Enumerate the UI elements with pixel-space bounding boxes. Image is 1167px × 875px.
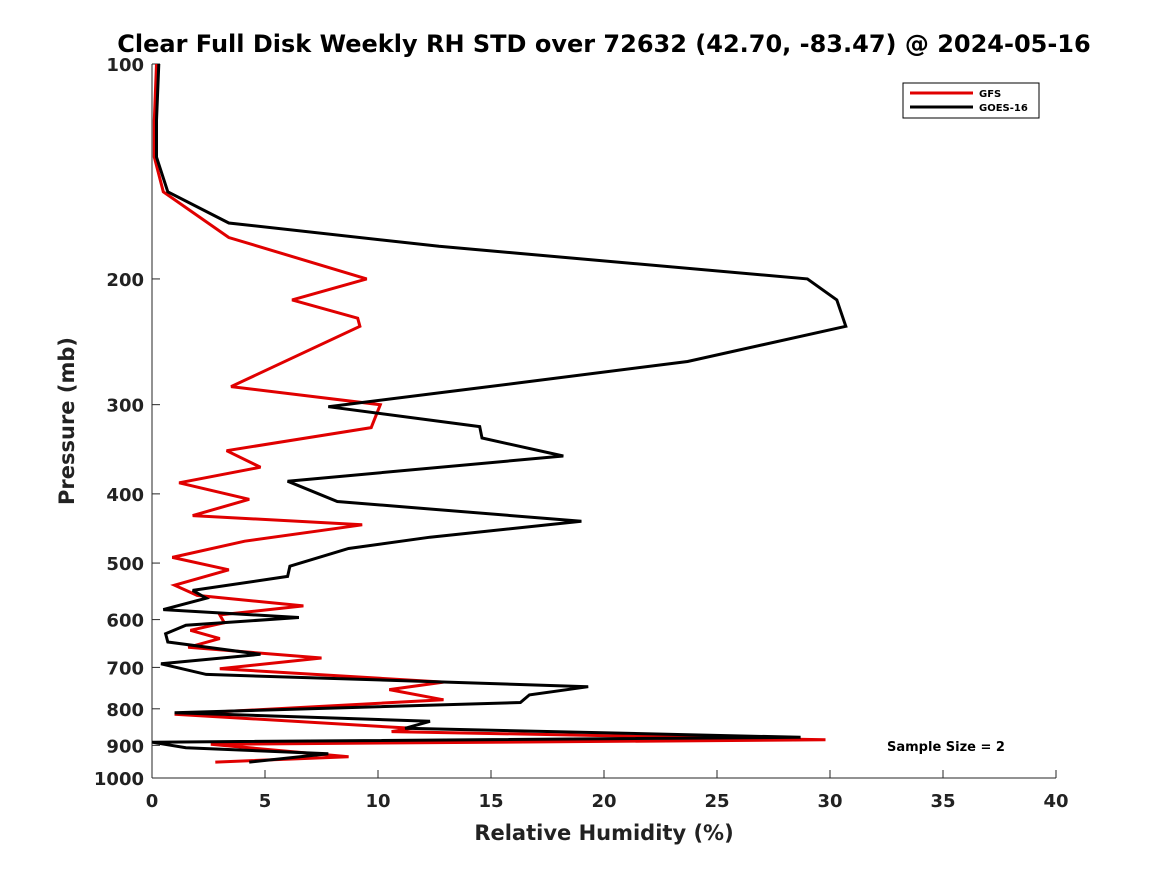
x-tick-label: 20 xyxy=(591,791,616,812)
x-tick-label: 25 xyxy=(704,791,729,812)
x-tick-label: 0 xyxy=(146,791,159,812)
legend-label-goes-16: GOES-16 xyxy=(979,103,1028,114)
y-tick-label: 600 xyxy=(106,611,144,632)
chart-title: Clear Full Disk Weekly RH STD over 72632… xyxy=(117,30,1090,58)
legend-box xyxy=(902,82,1040,119)
x-tick-label: 10 xyxy=(365,791,390,812)
y-tick-label: 100 xyxy=(106,55,144,76)
series-line-goes-16 xyxy=(151,63,848,764)
y-tick-label: 500 xyxy=(106,554,144,575)
y-tick-label: 800 xyxy=(106,700,144,721)
sample-size-annotation: Sample Size = 2 xyxy=(887,740,1005,755)
series-layer xyxy=(151,63,848,764)
legend-label-gfs: GFS xyxy=(979,89,1001,100)
y-tick-label: 700 xyxy=(106,658,144,679)
x-tick-label: 5 xyxy=(259,791,272,812)
y-tick-label: 300 xyxy=(106,396,144,417)
axis-ticks: 0 5 10 15 20 25 30 35 40 100 200 300 400 500 600 700 800… xyxy=(94,55,1069,812)
x-tick-label: 35 xyxy=(930,791,955,812)
series-line-gfs xyxy=(152,63,826,764)
y-tick-label: 900 xyxy=(106,736,144,757)
x-tick-label: 15 xyxy=(478,791,503,812)
legend: GFS GOES-16 xyxy=(902,82,1040,119)
y-tick-label: 200 xyxy=(106,270,144,291)
y-tick-label: 1000 xyxy=(94,769,144,790)
x-axis-label: Relative Humidity (%) xyxy=(474,821,733,845)
y-axis-label: Pressure (mb) xyxy=(55,337,79,505)
x-tick-label: 30 xyxy=(817,791,842,812)
y-tick-label: 400 xyxy=(106,485,144,506)
x-tick-label: 40 xyxy=(1043,791,1068,812)
